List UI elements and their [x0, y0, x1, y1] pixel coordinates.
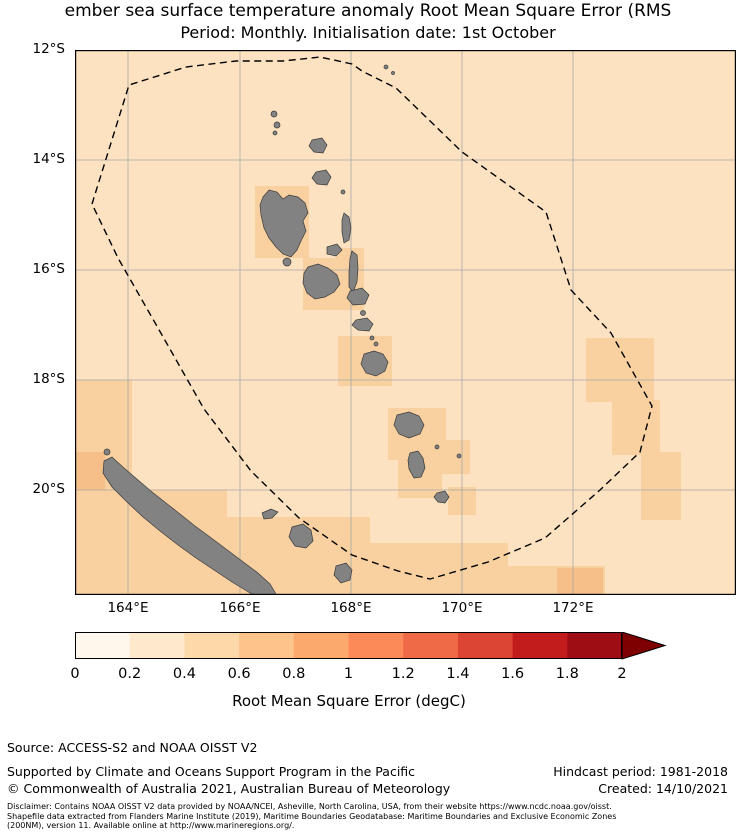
island-lopevi: [360, 310, 366, 316]
disclaimer-line: Shapefile data extracted from Flanders M…: [7, 811, 617, 821]
colorbar-segment: [348, 632, 404, 659]
island-ouvea: [261, 508, 279, 520]
island-espiritu-santo: [259, 189, 309, 258]
island-mere-lava: [340, 189, 346, 195]
colorbar-tick-label: 1.6: [501, 666, 525, 682]
colorbar-frame: [75, 632, 622, 659]
colorbar-segment: [184, 632, 240, 659]
island-gaua: [311, 169, 332, 186]
colorbar-tick-label: 2: [617, 666, 627, 682]
island-ambae: [326, 243, 343, 257]
rmse-patch-mid: [586, 338, 654, 402]
colorbar-tick-label: 1.8: [555, 666, 579, 682]
island-erromango: [393, 411, 425, 439]
island-maewo: [341, 212, 352, 244]
created-date-text: Created: 14/10/2021: [598, 781, 728, 796]
island-ambrym: [346, 287, 370, 306]
colorbar-segment: [239, 632, 295, 659]
page-subtitle: Period: Monthly. Initialisation date: 1s…: [180, 23, 556, 42]
colorbar-segment: [512, 632, 568, 659]
rmse-patch-high: [557, 568, 603, 595]
colorbar-tick-label: 0.4: [172, 666, 196, 682]
colorbar-segment: [457, 632, 514, 659]
colorbar-segment: [75, 632, 131, 659]
island-malo: [282, 257, 292, 267]
island-torres-1: [270, 110, 278, 118]
island-islet-north-2: [391, 71, 395, 75]
rmse-patch-mid: [434, 440, 470, 474]
colorbar-tick-label: 0: [70, 666, 80, 682]
page-title: ember sea surface temperature anomaly Ro…: [64, 1, 672, 21]
island-efate: [360, 350, 389, 377]
supported-by-text: Supported by Climate and Oceans Support …: [7, 764, 416, 779]
colorbar-tick-label: 1.4: [446, 666, 470, 682]
island-malakula: [302, 263, 341, 300]
colorbar-tick-label: 1.2: [391, 666, 415, 682]
island-epi: [351, 317, 374, 332]
island-vanua-lava: [308, 137, 328, 154]
map-frame: [75, 50, 736, 595]
lon-tick-label: 166°E: [219, 600, 261, 616]
lon-tick-label: 170°E: [441, 600, 483, 616]
island-shepherd-1: [369, 335, 375, 341]
lon-tick-label: 168°E: [330, 600, 372, 616]
disclaimer-line: (200NM), version 11. Available online at…: [7, 821, 295, 831]
disclaimer-line: Disclaimer: Contains NOAA OISST V2 data …: [7, 802, 612, 811]
lat-tick-label: 18°S: [32, 371, 66, 387]
rmse-map: [75, 50, 736, 595]
island-shepherd-2: [373, 341, 379, 347]
colorbar-tick-label: 0.8: [282, 666, 306, 682]
source-text: Source: ACCESS-S2 and NOAA OISST V2: [7, 740, 258, 755]
colorbar-segment: [293, 632, 349, 659]
colorbar-tick-label: 0.6: [227, 666, 251, 682]
lon-tick-label: 164°E: [107, 600, 149, 616]
island-tanna: [407, 450, 426, 479]
island-torres-3: [272, 130, 278, 136]
island-aniwa: [434, 444, 440, 450]
disclaimer: Disclaimer: Contains NOAA OISST V2 data …: [7, 802, 733, 831]
colorbar-tick-label: 1: [343, 666, 354, 682]
island-torres-2: [273, 121, 281, 129]
lat-tick-label: 12°S: [32, 41, 66, 57]
colorbar-segment: [129, 632, 185, 659]
rmse-patch-mid: [641, 452, 681, 520]
colorbar-segment: [403, 632, 459, 659]
rmse-patch-high: [75, 452, 105, 492]
lat-tick-label: 14°S: [32, 151, 66, 167]
copyright-text: © Commonwealth of Australia 2021, Austra…: [7, 781, 451, 796]
island-grande-terre-new-caledonia: [102, 456, 277, 595]
eez-boundary: [91, 56, 653, 580]
lon-tick-label: 172°E: [552, 600, 594, 616]
hindcast-period-text: Hindcast period: 1981-2018: [553, 764, 728, 779]
island-lifou: [288, 523, 314, 549]
colorbar-tick-label: 0.2: [118, 666, 142, 682]
colorbar-arrow: [621, 632, 667, 660]
rmse-patch-mid: [612, 400, 660, 455]
island-belep: [103, 448, 111, 456]
island-aneityum: [433, 490, 450, 504]
lat-tick-label: 20°S: [32, 481, 66, 497]
island-islet-north-1: [383, 64, 389, 70]
colorbar: [75, 632, 667, 660]
rmse-patch-mid: [365, 543, 508, 595]
island-mare: [333, 562, 353, 584]
lat-tick-label: 16°S: [32, 261, 66, 277]
island-futuna: [456, 453, 462, 459]
colorbar-label: Root Mean Square Error (degC): [232, 692, 466, 710]
colorbar-segment: [567, 632, 623, 659]
